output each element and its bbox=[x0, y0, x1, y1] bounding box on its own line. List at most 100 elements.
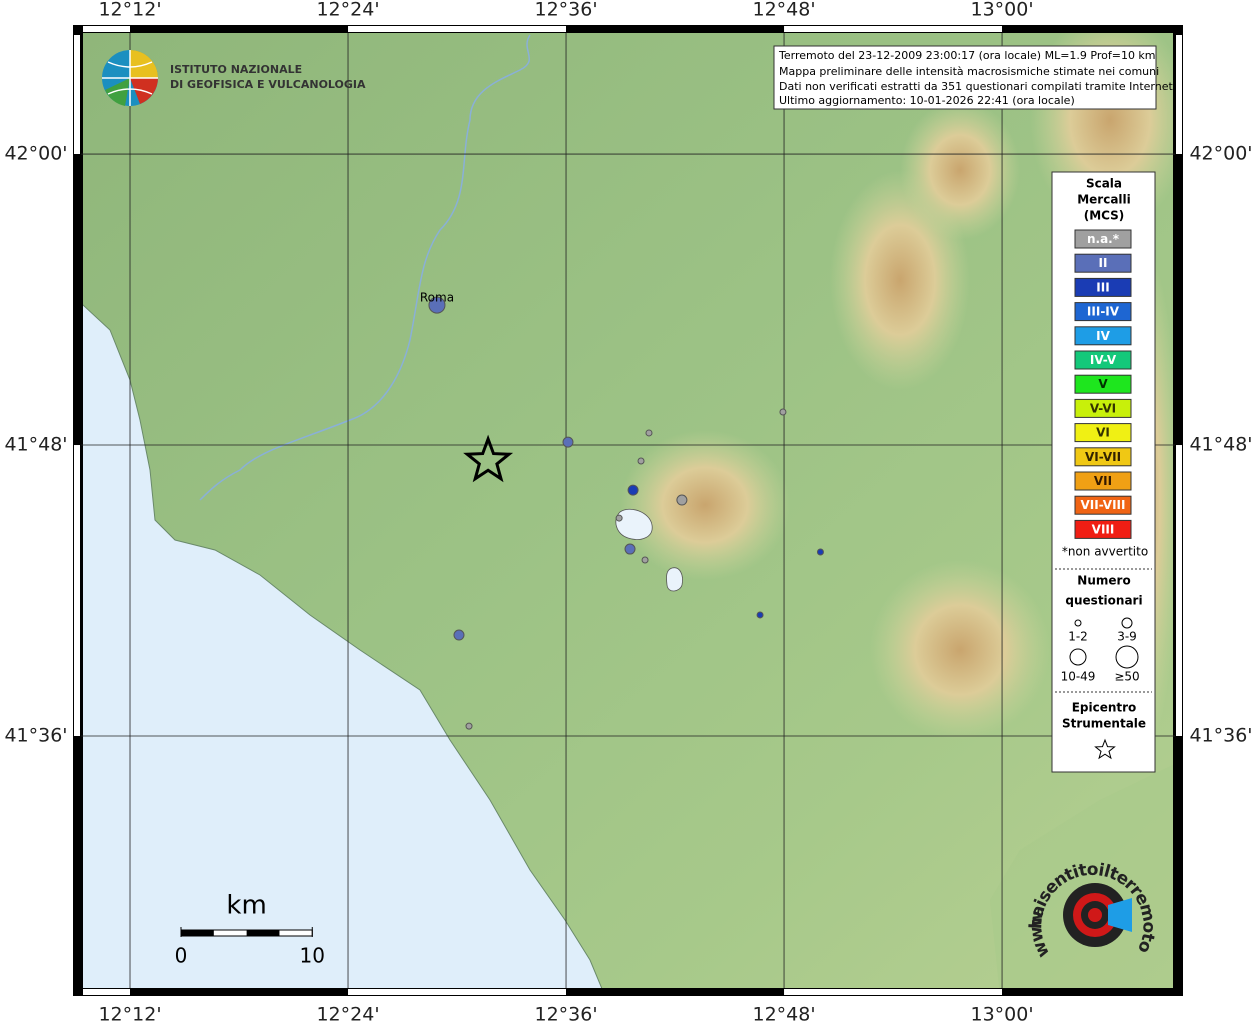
lon-tick-label: 12°36' bbox=[534, 1004, 597, 1024]
intensity-label: V-VI bbox=[1090, 401, 1116, 415]
size-label: ≥50 bbox=[1114, 670, 1139, 684]
institute-logo: ISTITUTO NAZIONALE DI GEOFISICA E VULCAN… bbox=[102, 50, 366, 106]
lake bbox=[666, 567, 683, 592]
legend-title: Strumentale bbox=[1062, 717, 1146, 731]
observation bbox=[641, 556, 649, 564]
lake bbox=[615, 508, 653, 540]
observation bbox=[676, 494, 688, 506]
observation bbox=[465, 722, 473, 730]
observation bbox=[756, 611, 764, 619]
frame-segment bbox=[83, 26, 131, 32]
frame-segment bbox=[348, 989, 567, 995]
info-line: Dati non verificati estratti da 351 ques… bbox=[779, 80, 1176, 93]
intensity-label: n.a.* bbox=[1087, 232, 1120, 246]
scale-bar-segment bbox=[246, 930, 280, 936]
intensity-swatch bbox=[1074, 302, 1132, 322]
frame-segment bbox=[74, 736, 80, 986]
frame-segment bbox=[566, 989, 785, 995]
lat-tick-label: 42°00' bbox=[1189, 143, 1252, 165]
size-symbol bbox=[1121, 617, 1133, 629]
intensity-label: II bbox=[1099, 256, 1108, 270]
frame-segment bbox=[74, 445, 80, 737]
epicenter-symbol bbox=[1094, 738, 1116, 760]
intensity-label: VI bbox=[1096, 426, 1110, 440]
frame-segment bbox=[130, 26, 349, 32]
size-label: 10-49 bbox=[1061, 670, 1096, 684]
size-symbol bbox=[1074, 619, 1082, 627]
frame-segment bbox=[784, 26, 1003, 32]
lon-tick-label: 12°48' bbox=[753, 0, 816, 21]
lat-tick-label: 41°48' bbox=[1189, 434, 1252, 456]
epicenter bbox=[463, 434, 514, 483]
frame-segment bbox=[74, 154, 80, 446]
frame-segment bbox=[130, 989, 349, 995]
intensity-swatch bbox=[1074, 326, 1132, 346]
scale-bar-segment bbox=[181, 930, 214, 936]
intensity-label: IV-V bbox=[1090, 353, 1117, 367]
logo-lines bbox=[102, 50, 158, 106]
observation bbox=[779, 408, 787, 416]
scale-unit: km bbox=[226, 891, 266, 921]
info-line: Terremoto del 23-12-2009 23:00:17 (ora l… bbox=[778, 49, 1156, 62]
lon-tick-label: 13°00' bbox=[971, 0, 1034, 21]
intensity-label: VII bbox=[1094, 474, 1112, 488]
frame-segment bbox=[784, 989, 1003, 995]
frame-segment bbox=[74, 35, 80, 155]
info-box bbox=[773, 45, 1157, 110]
sea bbox=[83, 304, 603, 988]
frame-segment bbox=[1176, 445, 1182, 737]
intensity-swatch bbox=[1074, 229, 1132, 249]
intensity-swatch bbox=[1074, 350, 1132, 370]
logo-speaker bbox=[1108, 898, 1132, 932]
mountains bbox=[870, 560, 1050, 740]
lon-tick-label: 12°24' bbox=[316, 0, 379, 21]
scale-tick-label: 10 bbox=[300, 944, 325, 968]
river bbox=[199, 34, 531, 501]
intensity-label: III-IV bbox=[1087, 305, 1120, 319]
observation bbox=[428, 296, 446, 314]
lat-tick-label: 41°48' bbox=[4, 434, 67, 456]
lon-tick-label: 12°12' bbox=[98, 1004, 161, 1024]
legend-title: questionari bbox=[1065, 594, 1142, 608]
logo-segment bbox=[105, 78, 130, 106]
intensity-label: III bbox=[1096, 280, 1109, 294]
lon-tick-label: 12°24' bbox=[316, 1004, 379, 1024]
observation bbox=[624, 543, 636, 555]
frame-segment bbox=[1176, 736, 1182, 986]
observation bbox=[816, 548, 824, 556]
lat-tick-label: 42°00' bbox=[4, 143, 67, 165]
intensity-label: VII-VIII bbox=[1080, 498, 1125, 512]
scale-bar: 0 10 km bbox=[175, 891, 325, 968]
intensity-swatch bbox=[1074, 398, 1132, 418]
intensity-swatch bbox=[1074, 253, 1132, 273]
lon-tick-label: 12°12' bbox=[98, 0, 161, 21]
size-symbol bbox=[1115, 645, 1139, 669]
intensity-swatch bbox=[1074, 447, 1132, 467]
frame-segment bbox=[1002, 26, 1173, 32]
frame-segment bbox=[83, 989, 131, 995]
legend-title: Numero bbox=[1077, 574, 1130, 588]
size-label: 1-2 bbox=[1068, 630, 1088, 644]
institute-name: DI GEOFISICA E VULCANOLOGIA bbox=[170, 78, 366, 91]
lon-tick-label: 12°48' bbox=[753, 1004, 816, 1024]
legend-note: *non avvertito bbox=[1062, 545, 1148, 559]
observation bbox=[453, 629, 465, 641]
intensity-label: VIII bbox=[1092, 522, 1115, 536]
logo-segment bbox=[130, 50, 158, 78]
alban-hills bbox=[620, 430, 790, 580]
intensity-label: IV bbox=[1096, 329, 1110, 343]
frame-segment bbox=[1002, 989, 1173, 995]
lat-tick-label: 41°36' bbox=[1189, 725, 1252, 747]
lowland bbox=[990, 764, 1173, 988]
size-symbol bbox=[1069, 648, 1087, 666]
intensity-swatch bbox=[1074, 423, 1132, 443]
lat-tick-label: 41°36' bbox=[4, 725, 67, 747]
intensity-label: VI-VII bbox=[1085, 450, 1121, 464]
frame-segment bbox=[348, 26, 567, 32]
intensity-swatch bbox=[1074, 519, 1132, 539]
frame-segment bbox=[566, 26, 785, 32]
info-line: Ultimo aggiornamento: 10-01-2026 22:41 (… bbox=[779, 94, 1075, 107]
legend-title: (MCS) bbox=[1084, 209, 1125, 223]
observations: Roma bbox=[420, 291, 824, 730]
